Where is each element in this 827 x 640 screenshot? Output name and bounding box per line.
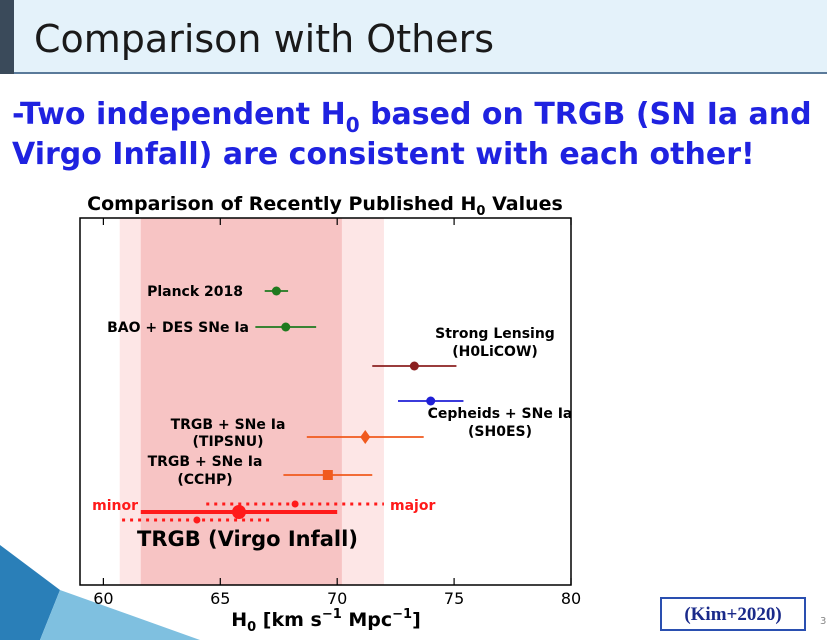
bullet-text: based on TRGB (SN Ia and — [360, 97, 812, 132]
title-text: Comparison of Recently Published H — [87, 193, 476, 215]
series-label: (H0LiCOW) — [452, 344, 538, 360]
series-label: major — [390, 498, 435, 514]
series-label: Strong Lensing — [435, 326, 555, 342]
citation-box — [660, 597, 806, 631]
point — [193, 516, 201, 524]
xlabel-text: Mpc — [342, 609, 392, 631]
point — [360, 430, 371, 444]
title-bar — [0, 0, 827, 74]
series-label: (TIPSNU) — [193, 434, 264, 450]
x-tick-label: 70 — [327, 589, 347, 608]
point — [231, 505, 246, 519]
bullet-text: -Two independent H — [12, 97, 346, 132]
bullet-line: -Two independent H0 based on TRGB (SN Ia… — [12, 97, 812, 137]
point — [322, 470, 333, 480]
xlabel-sup: −1 — [322, 607, 342, 622]
series-label: TRGB + SNe Ia — [171, 417, 286, 433]
series-label: TRGB + SNe Ia — [148, 454, 263, 470]
series-label: minor — [92, 498, 138, 514]
series-label: BAO + DES SNe Ia — [107, 320, 249, 336]
plot-frame — [79, 217, 572, 586]
x-tick-label: 75 — [444, 589, 464, 608]
series-label: (SH0ES) — [468, 424, 532, 440]
chart-title: Comparison of Recently Published H0 Valu… — [87, 193, 563, 219]
point — [409, 361, 419, 371]
x-tick-label: 80 — [561, 589, 581, 608]
bullet-sub: 0 — [346, 113, 360, 137]
series-label: TRGB (Virgo Infall) — [137, 527, 358, 551]
xlabel-sup: −1 — [392, 607, 412, 622]
title-text: Values — [485, 193, 562, 215]
point — [291, 500, 299, 508]
title-accent — [0, 0, 14, 74]
point — [271, 286, 281, 296]
xlabel-text: ] — [412, 609, 421, 631]
bullet-line: Virgo Infall) are consistent with each o… — [12, 137, 755, 172]
series-label: Planck 2018 — [147, 284, 243, 300]
series-label: (CCHP) — [177, 472, 232, 488]
xlabel-text: [km s — [256, 609, 322, 631]
decor-swoosh — [40, 590, 200, 640]
slide-title: Comparison with Others — [34, 17, 494, 61]
plot: Planck 2018 BAO + DES SNe Ia Strong Lensin… — [92, 218, 572, 585]
xlabel-text: H — [231, 609, 247, 631]
x-tick-label: 65 — [210, 589, 230, 608]
slide-number: 3 — [820, 616, 826, 627]
decor-swoosh — [0, 545, 60, 640]
citation: (Kim+2020) — [684, 604, 781, 625]
x-axis-label: H0 [km s−1 Mpc−1] — [231, 607, 421, 635]
series-label: Cepheids + SNe Ia — [428, 406, 573, 422]
title-sub: 0 — [476, 204, 485, 219]
x-tick-label: 60 — [93, 589, 113, 608]
point — [426, 396, 436, 406]
xlabel-sub: 0 — [247, 620, 256, 635]
point — [281, 322, 291, 332]
band — [140, 218, 342, 585]
